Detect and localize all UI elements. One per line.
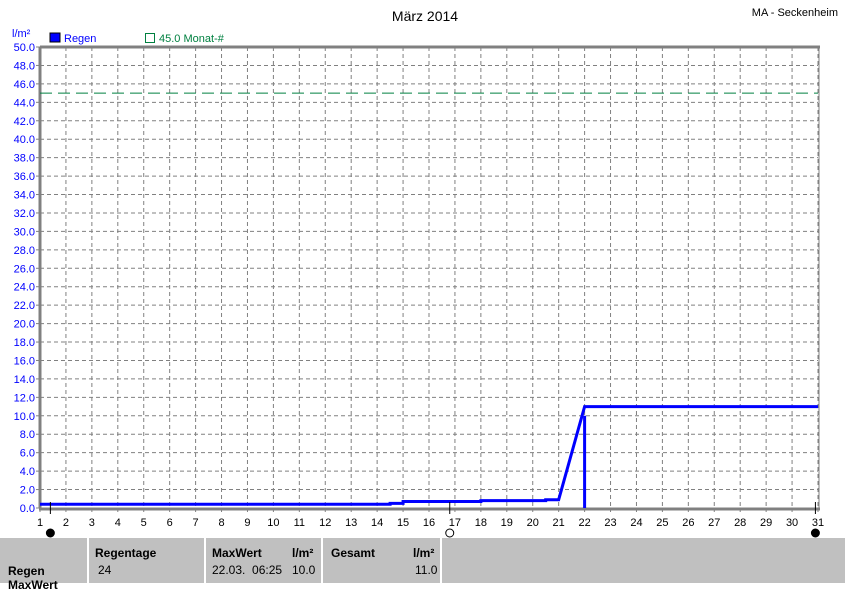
row-label-maxwert: MaxWert [8,578,58,592]
maxwert-header: MaxWert [212,546,262,560]
y-tick-label: 36.0 [14,171,35,183]
x-tick-label: 28 [734,517,746,529]
x-tick-label: 24 [630,517,642,529]
x-tick-label: 1 [37,517,43,529]
summary-panel: Regen MaxWert Regentage 24 MaxWert l/m² … [0,538,845,592]
series-line-regen [40,405,818,506]
y-tick-label: 20.0 [14,319,35,331]
y-tick-label: 32.0 [14,208,35,220]
full-moon-icon [45,528,55,538]
x-tick-label: 13 [345,517,357,529]
chart-title: März 2014 [392,8,458,24]
gesamt-value: 11.0 [415,563,438,577]
y-tick-label: 34.0 [14,190,35,202]
y-tick-label: 48.0 [14,60,35,72]
y-tick-label: 16.0 [14,355,35,367]
row-label-regen: Regen [8,564,45,578]
y-tick-label: 22.0 [14,300,35,312]
x-tick-label: 30 [786,517,798,529]
maxwert-column: MaxWert l/m² 22.03. 06:25 10.0 [204,538,322,583]
x-tick-label: 29 [760,517,772,529]
x-tick-label: 22 [578,517,590,529]
x-tick-label: 8 [218,517,224,529]
y-tick-label: 50.0 [14,42,35,54]
x-tick-label: 31 [812,517,824,529]
x-tick-label: 5 [141,517,147,529]
regentage-value: 24 [98,563,112,577]
y-tick-label: 42.0 [14,116,35,128]
gesamt-header: Gesamt [331,546,376,560]
empty-column [440,538,845,583]
x-tick-label: 10 [267,517,279,529]
x-tick-label: 26 [682,517,694,529]
x-tick-label: 3 [89,517,95,529]
y-tick-label: 40.0 [14,134,35,146]
x-tick-label: 20 [527,517,539,529]
y-tick-label: 6.0 [20,448,35,460]
full-moon-icon [810,528,820,538]
y-tick-label: 46.0 [14,79,35,91]
gesamt-unit: l/m² [413,546,435,560]
y-tick-label: 28.0 [14,245,35,257]
y-tick-label: 2.0 [20,485,35,497]
x-tick-label: 27 [708,517,720,529]
x-tick-label: 16 [423,517,435,529]
x-tick-label: 7 [193,517,199,529]
y-tick-label: 24.0 [14,282,35,294]
y-tick-label: 44.0 [14,97,35,109]
y-tick-label: 30.0 [14,226,35,238]
y-tick-label: 8.0 [20,429,35,441]
legend-regen-swatch [49,32,61,43]
regentage-column: Regentage 24 [87,538,205,583]
gesamt-column: Gesamt l/m² 11.0 [321,538,441,583]
maxwert-time: 22.03. 06:25 [212,563,283,577]
x-tick-label: 4 [115,517,121,529]
x-tick-label: 2 [63,517,69,529]
maxwert-value: 10.0 [292,563,316,577]
maxwert-unit: l/m² [292,546,314,560]
regentage-header: Regentage [95,546,157,560]
x-tick-label: 9 [244,517,250,529]
legend-regen-label: Regen [64,33,96,45]
y-tick-label: 14.0 [14,374,35,386]
y-tick-label: 10.0 [14,411,35,423]
y-tick-label: 26.0 [14,263,35,275]
x-tick-label: 6 [167,517,173,529]
rain-chart: März 2014 MA - Seckenheim l/m² Regen 45.… [12,7,838,538]
y-tick-label: 4.0 [20,466,35,478]
new-moon-icon [445,528,455,538]
x-tick-label: 18 [475,517,487,529]
y-tick-label: 12.0 [14,392,35,404]
x-tick-label: 21 [553,517,565,529]
station-name: MA - Seckenheim [752,7,838,19]
y-tick-label: 0.0 [20,503,35,515]
x-tick-label: 19 [501,517,513,529]
x-tick-label: 15 [397,517,409,529]
y-tick-label: 38.0 [14,153,35,165]
y-tick-label: 18.0 [14,337,35,349]
x-tick-label: 14 [371,517,383,529]
legend-reference-label: 45.0 Monat-# [159,33,225,45]
x-tick-label: 25 [656,517,668,529]
x-tick-label: 23 [604,517,616,529]
legend-reference-swatch [145,33,155,43]
x-tick-label: 11 [294,517,305,529]
y-axis-label: l/m² [12,28,31,40]
x-tick-label: 17 [449,517,461,529]
x-tick-label: 12 [319,517,331,529]
